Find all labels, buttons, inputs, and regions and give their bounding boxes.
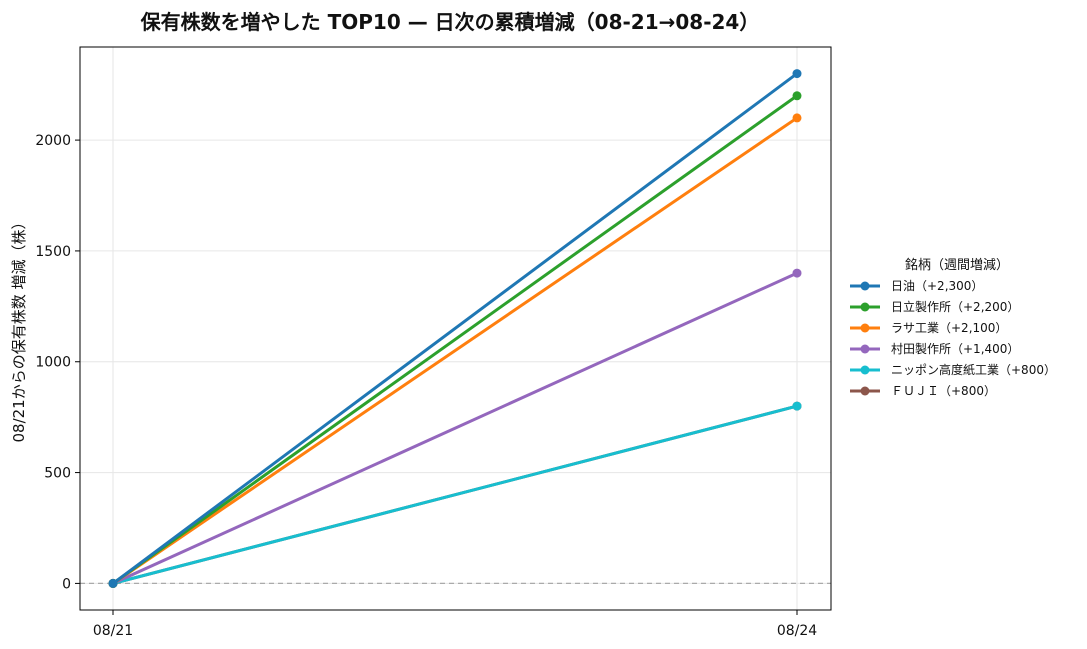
y-axis-label: 08/21からの保有株数 増減（株）: [10, 215, 28, 443]
grid: [80, 47, 831, 610]
legend-swatch-marker: [860, 323, 870, 333]
legend-swatch-marker: [860, 386, 870, 396]
plot-frame: [79, 46, 832, 611]
y-tick-label: 1000: [35, 355, 71, 371]
legend-item-label: 日立製作所（+2,200）: [891, 299, 1019, 314]
series-line: [112, 72, 798, 585]
legend-swatch-marker: [860, 344, 870, 354]
y-tick-label: 500: [44, 466, 71, 482]
legend: 銘柄（週間増減） 日油（+2,300） 日立製作所（+2,200） ラサ工業（+2,1…: [850, 257, 1056, 398]
legend-swatch-marker: [860, 281, 870, 291]
legend-item-label: ラサ工業（+2,100）: [891, 321, 1007, 335]
y-tick-label: 2000: [35, 133, 71, 149]
series-line: [112, 116, 798, 585]
legend-swatch-marker: [860, 302, 870, 312]
legend-item-label: ニッポン高度紙工業（+800）: [891, 362, 1056, 377]
axes: 0 500 1000 1500 2000 08/21 08/24 08/21からの保有株数 増…: [10, 46, 832, 639]
y-tick-label: 0: [62, 576, 71, 592]
series-line: [112, 94, 798, 585]
x-tick-label: 08/24: [777, 623, 817, 639]
series-line: [112, 404, 798, 585]
data-point: [792, 268, 802, 278]
x-tick-label: 08/21: [93, 623, 133, 639]
data-point: [792, 91, 802, 101]
data-point: [792, 69, 802, 79]
legend-item-label: 村田製作所（+1,400）: [891, 342, 1019, 356]
chart-title: 保有株数を増やした TOP10 — 日次の累積増減（08-21→08-24）: [140, 10, 760, 34]
legend-item-label: 日油（+2,300）: [891, 279, 983, 293]
legend-swatch-marker: [860, 365, 870, 375]
legend-title: 銘柄（週間増減）: [905, 257, 1009, 273]
series-lines: [108, 69, 802, 588]
series-line: [112, 271, 798, 585]
data-point: [108, 578, 118, 588]
data-point: [792, 113, 802, 123]
data-point: [792, 401, 802, 411]
y-tick-label: 1500: [35, 244, 71, 260]
legend-item-label: ＦＵＪＩ（+800）: [891, 384, 996, 398]
